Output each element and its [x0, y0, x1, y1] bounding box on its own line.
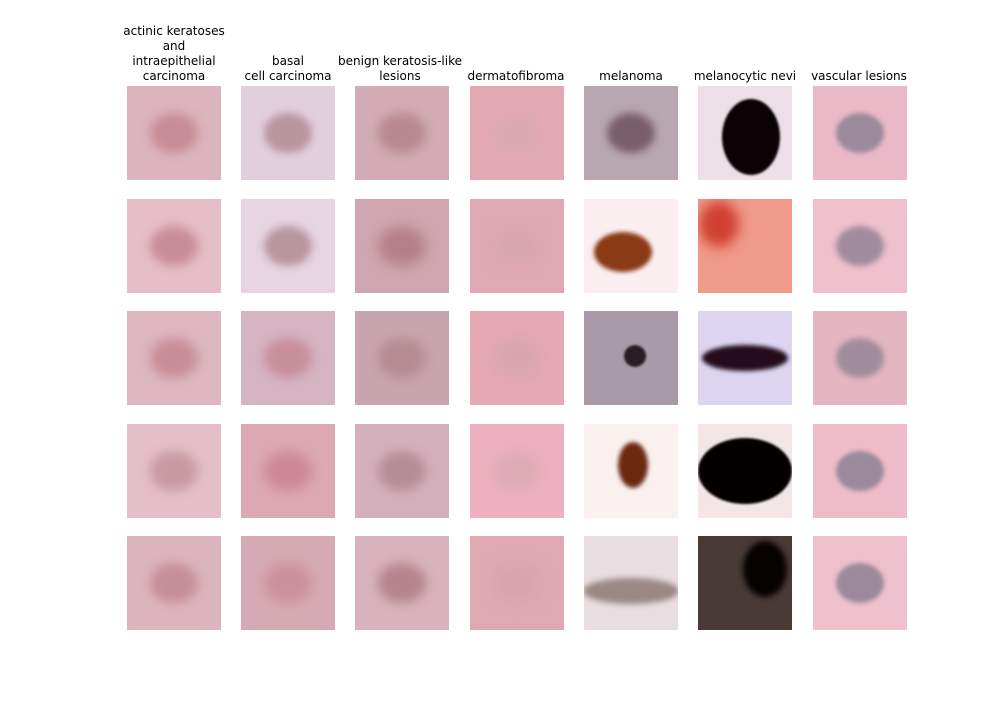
sample-image: [813, 311, 907, 405]
sample-image: [127, 311, 221, 405]
lesion-blob: [150, 338, 198, 378]
column-title-basal-cell-carcinoma: basal cell carcinoma: [244, 54, 332, 83]
lesion-blob: [743, 541, 787, 597]
lesion-blob: [698, 438, 792, 504]
sample-image: [127, 536, 221, 630]
sample-image: [470, 424, 564, 518]
sample-image: [241, 199, 335, 293]
sample-image: [470, 86, 564, 180]
sample-image: [698, 424, 792, 518]
lesion-blob: [618, 442, 648, 488]
lesion-blob: [493, 113, 541, 153]
lesion-blob: [836, 226, 884, 266]
lesion-blob: [378, 338, 426, 378]
sample-image: [584, 311, 678, 405]
sample-image: [127, 86, 221, 180]
column-title-melanocytic-nevi: melanocytic nevi: [693, 69, 797, 83]
lesion-blob: [150, 451, 198, 491]
lesion-blob: [150, 226, 198, 266]
lesion-blob: [836, 338, 884, 378]
lesion-blob: [378, 113, 426, 153]
sample-image: [355, 536, 449, 630]
sample-image: [470, 536, 564, 630]
sample-image: [355, 199, 449, 293]
lesion-blob: [264, 226, 312, 266]
lesion-blob: [702, 345, 788, 371]
sample-image: [584, 86, 678, 180]
lesion-blob: [722, 99, 780, 175]
sample-image: [241, 536, 335, 630]
lesion-blob: [264, 338, 312, 378]
sample-image: [698, 536, 792, 630]
lesion-blob: [493, 226, 541, 266]
sample-image: [813, 86, 907, 180]
lesion-blob: [493, 563, 541, 603]
lesion-blob: [836, 563, 884, 603]
sample-image: [698, 311, 792, 405]
column-title-vascular-lesions: vascular lesions: [811, 69, 907, 83]
lesion-blob: [836, 113, 884, 153]
lesion-blob: [594, 232, 652, 272]
lesion-blob: [493, 338, 541, 378]
sample-image: [241, 86, 335, 180]
lesion-blob: [264, 563, 312, 603]
lesion-blob: [264, 113, 312, 153]
sample-image: [698, 199, 792, 293]
sample-image: [355, 86, 449, 180]
sample-image: [698, 86, 792, 180]
lesion-blob: [150, 563, 198, 603]
lesion-blob: [584, 578, 678, 604]
sample-image: [470, 199, 564, 293]
sample-image: [584, 424, 678, 518]
sample-image: [584, 536, 678, 630]
lesion-blob: [836, 451, 884, 491]
lesion-blob: [378, 451, 426, 491]
lesion-blob: [378, 226, 426, 266]
column-title-dermatofibroma: dermatofibroma: [467, 69, 565, 83]
column-title-actinic-keratoses: actinic keratoses and intraepithelial ca…: [123, 24, 225, 83]
sample-image: [584, 199, 678, 293]
sample-image: [241, 311, 335, 405]
lesion-blob: [607, 113, 655, 153]
sample-image: [813, 424, 907, 518]
lesion-blob: [264, 451, 312, 491]
column-title-melanoma: melanoma: [599, 69, 663, 83]
lesion-blob: [699, 201, 739, 247]
sample-image: [470, 311, 564, 405]
sample-image: [355, 424, 449, 518]
sample-image: [355, 311, 449, 405]
sample-image: [813, 536, 907, 630]
sample-image: [127, 424, 221, 518]
lesion-blob: [624, 345, 646, 367]
sample-image: [241, 424, 335, 518]
sample-image: [127, 199, 221, 293]
lesion-blob: [378, 563, 426, 603]
lesion-blob: [493, 451, 541, 491]
sample-image: [813, 199, 907, 293]
lesion-blob: [150, 113, 198, 153]
column-title-benign-keratosis: benign keratosis-like lesions: [338, 54, 462, 83]
